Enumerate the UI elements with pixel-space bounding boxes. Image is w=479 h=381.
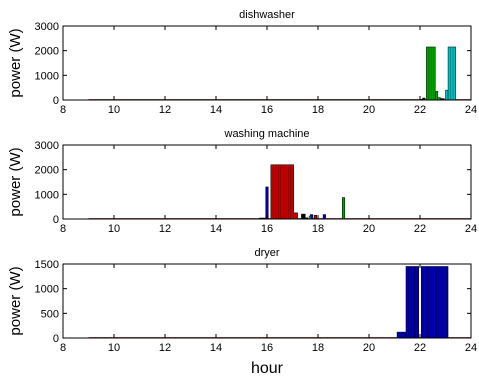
y-tick-label: 1500 bbox=[35, 259, 59, 271]
bar bbox=[435, 91, 439, 101]
x-tick-label: 20 bbox=[363, 223, 375, 235]
y-tick-label: 0 bbox=[53, 95, 59, 107]
x-tick-label: 22 bbox=[414, 104, 426, 116]
x-tick-label: 16 bbox=[261, 223, 273, 235]
x-tick-label: 14 bbox=[210, 342, 222, 354]
chart-title: dryer bbox=[254, 247, 279, 259]
x-tick-label: 12 bbox=[159, 223, 171, 235]
y-tick-label: 0 bbox=[53, 333, 59, 345]
bar bbox=[301, 213, 306, 220]
x-tick-label: 14 bbox=[210, 104, 222, 116]
x-tick-label: 20 bbox=[363, 104, 375, 116]
axes-frame bbox=[62, 25, 472, 101]
y-axis-label: power (W) bbox=[7, 28, 24, 97]
y-axis-label: power (W) bbox=[7, 266, 24, 335]
x-tick-label: 18 bbox=[312, 223, 324, 235]
x-tick-label: 24 bbox=[465, 104, 477, 116]
y-tick-label: 500 bbox=[41, 308, 59, 320]
x-tick-label: 18 bbox=[312, 104, 324, 116]
chart-panel-1: dishwasher 8 10 12 14 16 18 20 22 24 0 1000 2000 3000… bbox=[7, 9, 477, 116]
y-tick-label: 1000 bbox=[35, 70, 59, 82]
y-tick-label: 3000 bbox=[35, 21, 59, 33]
chart-title: dishwasher bbox=[239, 9, 295, 21]
x-tick-label: 16 bbox=[261, 104, 273, 116]
x-tick-label: 8 bbox=[60, 342, 66, 354]
x-tick-label: 24 bbox=[465, 223, 477, 235]
x-tick-label: 18 bbox=[312, 342, 324, 354]
x-tick-label: 10 bbox=[108, 223, 120, 235]
bar bbox=[445, 89, 449, 101]
y-tick-label: 1000 bbox=[35, 284, 59, 296]
bar bbox=[414, 266, 419, 339]
x-tick-label: 8 bbox=[60, 104, 66, 116]
x-tick-label: 12 bbox=[159, 342, 171, 354]
x-tick-label: 12 bbox=[159, 104, 171, 116]
x-tick-label: 14 bbox=[210, 223, 222, 235]
y-tick-label: 2000 bbox=[35, 165, 59, 177]
y-tick-label: 2000 bbox=[35, 46, 59, 58]
bar bbox=[447, 46, 456, 101]
bar bbox=[341, 197, 346, 220]
bar bbox=[293, 212, 298, 220]
bar bbox=[421, 266, 449, 339]
y-tick-label: 0 bbox=[53, 214, 59, 226]
bar bbox=[270, 164, 295, 220]
x-tick-label: 8 bbox=[60, 223, 66, 235]
x-tick-label: 24 bbox=[465, 342, 477, 354]
chart-panel-2: washing machine 8 10 12 14 16 18 20 22 24 0 1000 200… bbox=[7, 128, 477, 235]
y-tick-label: 3000 bbox=[35, 140, 59, 152]
x-tick-label: 10 bbox=[108, 104, 120, 116]
x-tick-label: 22 bbox=[414, 342, 426, 354]
x-axis-label: hour bbox=[251, 360, 284, 377]
y-axis-label: power (W) bbox=[7, 147, 24, 216]
x-tick-label: 16 bbox=[261, 342, 273, 354]
x-tick-label: 22 bbox=[414, 223, 426, 235]
bar bbox=[313, 215, 317, 220]
chart-title: washing machine bbox=[224, 128, 310, 140]
x-tick-label: 20 bbox=[363, 342, 375, 354]
chart-panel-3: dryer 8 10 12 14 16 18 20 22 24 0 500 1000 1500 power … bbox=[7, 247, 477, 354]
x-tick-label: 10 bbox=[108, 342, 120, 354]
y-tick-label: 1000 bbox=[35, 189, 59, 201]
bar bbox=[322, 214, 326, 220]
bar bbox=[265, 186, 269, 220]
